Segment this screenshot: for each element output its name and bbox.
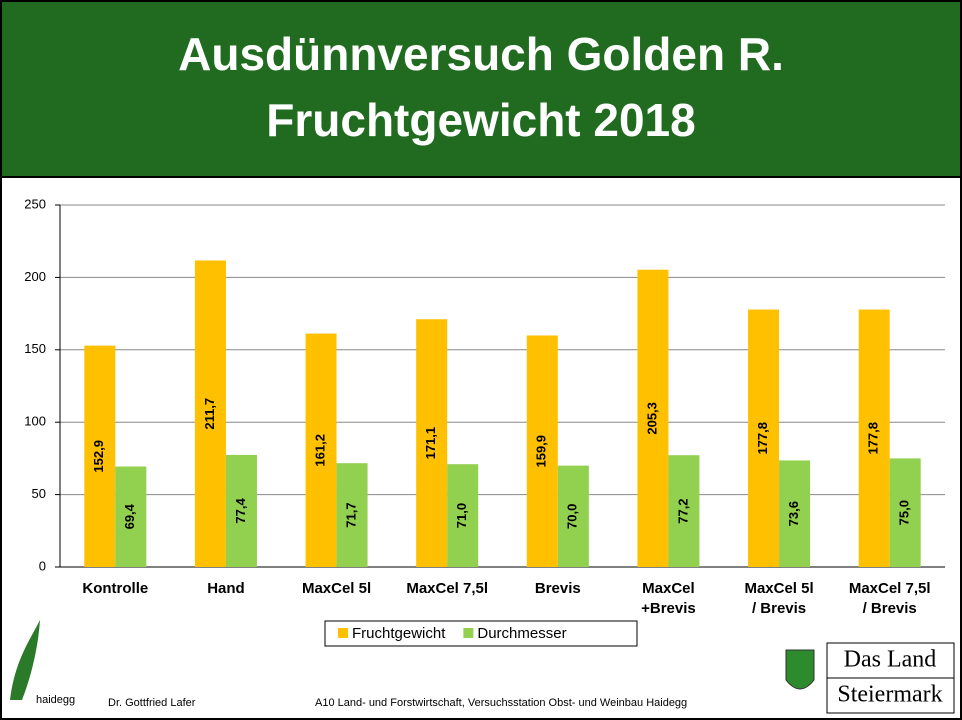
value-label: 71,0: [454, 503, 469, 528]
value-label: 71,7: [344, 502, 359, 527]
author: Dr. Gottfried Lafer: [108, 697, 196, 709]
bar: [194, 260, 226, 567]
x-tick-label: MaxCel 7,5l: [406, 580, 488, 597]
x-tick-label: / Brevis: [863, 600, 917, 617]
value-label: 69,4: [122, 503, 137, 529]
bar: [557, 465, 589, 567]
x-tick-label: +Brevis: [641, 600, 696, 617]
value-label: 73,6: [786, 501, 801, 526]
value-label: 211,7: [202, 398, 217, 430]
bar: [447, 464, 479, 567]
value-label: 70,0: [565, 504, 580, 529]
bar: [225, 454, 257, 567]
coat-of-arms: [785, 649, 815, 690]
y-tick-label: 100: [24, 414, 46, 429]
institution: A10 Land- und Forstwirtschaft, Versuchss…: [315, 697, 687, 709]
value-label: 159,9: [534, 435, 549, 468]
value-label: 171,1: [423, 427, 438, 460]
legend-box: [324, 620, 638, 647]
x-tick-label: Brevis: [535, 580, 581, 597]
chart-title: Ausdünnversuch Golden R.: [178, 28, 784, 80]
logo-text: haidegg: [36, 694, 75, 706]
bar: [115, 466, 147, 567]
brand-line: Das Land: [844, 647, 937, 673]
bar: [305, 333, 337, 567]
title-band: [0, 0, 962, 178]
x-tick-label: Kontrolle: [82, 580, 148, 597]
brand-line: Steiermark: [837, 682, 942, 708]
logo-leaf: [10, 620, 40, 700]
y-tick-label: 0: [39, 558, 46, 573]
chart-title: Fruchtgewicht 2018: [266, 94, 695, 146]
y-tick-label: 250: [24, 196, 46, 211]
value-label: 77,2: [675, 498, 690, 523]
bar: [416, 319, 448, 567]
value-label: 205,3: [644, 402, 659, 435]
bar: [779, 460, 811, 567]
value-label: 177,8: [755, 422, 770, 455]
value-label: 152,9: [91, 440, 106, 473]
x-tick-label: Hand: [207, 580, 245, 597]
value-label: 161,2: [313, 434, 328, 467]
bar: [858, 309, 890, 567]
bar: [668, 455, 700, 567]
x-tick-label: MaxCel: [642, 580, 695, 597]
bar: [84, 345, 116, 567]
bar: [889, 458, 921, 567]
legend-label: Durchmesser: [477, 625, 566, 642]
x-tick-label: MaxCel 5l: [302, 580, 371, 597]
bar: [336, 463, 368, 567]
legend-label: Fruchtgewicht: [352, 625, 446, 642]
y-tick-label: 50: [32, 486, 46, 501]
bar: [526, 335, 558, 567]
legend-swatch: [463, 628, 474, 638]
bar: [748, 309, 780, 567]
legend-swatch: [338, 628, 348, 638]
bar: [637, 269, 669, 567]
x-tick-label: MaxCel 5l: [744, 580, 813, 597]
y-tick-label: 150: [24, 341, 46, 356]
value-label: 77,4: [233, 498, 248, 524]
value-label: 75,0: [897, 500, 912, 525]
value-label: 177,8: [866, 422, 881, 455]
x-tick-label: / Brevis: [752, 600, 806, 617]
y-tick-label: 200: [24, 269, 46, 284]
x-tick-label: MaxCel 7,5l: [849, 580, 931, 597]
